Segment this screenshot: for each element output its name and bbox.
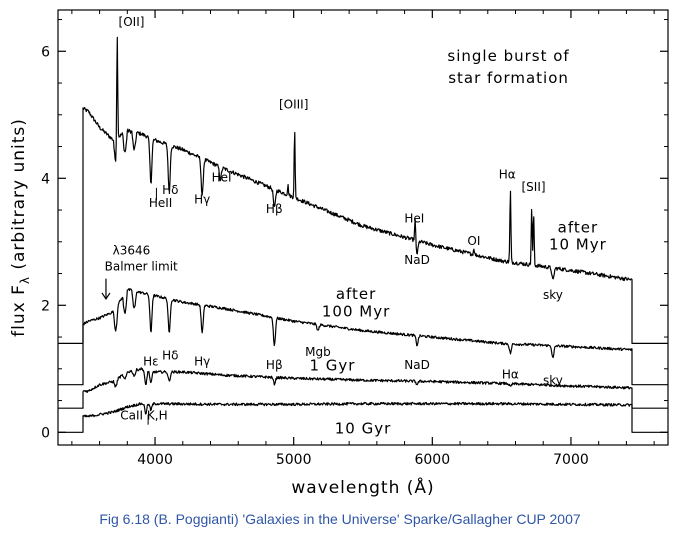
annotation-label: NaD bbox=[404, 358, 430, 372]
annotation-label: 10 Myr bbox=[549, 235, 607, 253]
annotation-label: Hβ bbox=[266, 358, 283, 372]
x-tick-label: 5000 bbox=[276, 452, 312, 468]
annotation-label: Hγ bbox=[194, 355, 210, 369]
annotation-label: Hδ bbox=[162, 183, 178, 197]
annotation-label: [OII] bbox=[119, 15, 145, 29]
x-axis-title: wavelength (Å) bbox=[291, 476, 434, 498]
annotation-label: [SII] bbox=[521, 180, 545, 194]
annotation-label: Hα bbox=[502, 367, 519, 381]
annotation-label: sky bbox=[543, 288, 563, 302]
annotation-label: [OIII] bbox=[279, 97, 308, 111]
y-tick-label: 6 bbox=[41, 44, 50, 60]
plot-border bbox=[57, 9, 669, 446]
annotation-label: after bbox=[336, 285, 377, 303]
spectra-series bbox=[58, 36, 668, 433]
y-axis-title: flux Fλ (arbitrary units) bbox=[9, 118, 32, 337]
annotation-label: 100 Myr bbox=[322, 303, 390, 321]
annotation-label: Balmer limit bbox=[105, 259, 178, 273]
annotation-label: λ3646 bbox=[113, 243, 151, 257]
y-axis-title-subscript: λ bbox=[18, 276, 32, 284]
spectrum-series-2 bbox=[58, 288, 668, 386]
y-tick-label: 2 bbox=[41, 298, 50, 314]
annotation-label: Hα bbox=[499, 167, 516, 181]
annotation-label: star formation bbox=[448, 69, 569, 87]
annotation-label: HeI bbox=[404, 212, 424, 226]
x-tick-label: 7000 bbox=[553, 452, 589, 468]
y-axis-title-suffix: (arbitrary units) bbox=[9, 118, 29, 276]
annotation-label: HeI bbox=[212, 170, 232, 184]
annotation-label: 1 Gyr bbox=[310, 357, 356, 375]
annotation-label: Hδ bbox=[162, 348, 178, 362]
annotation-label: CaII K,H bbox=[120, 409, 167, 423]
x-tick-label: 4000 bbox=[137, 452, 173, 468]
plot-frame bbox=[57, 9, 669, 446]
annotation-label: OI bbox=[467, 234, 480, 248]
balmer-arrow-head bbox=[101, 292, 111, 301]
annotation-label: Hγ bbox=[194, 193, 210, 207]
annotation-label: NaD bbox=[404, 253, 430, 267]
x-tick-label: 6000 bbox=[414, 452, 450, 468]
balmer-limit-arrow bbox=[101, 278, 111, 301]
annotation-label: 10 Gyr bbox=[335, 420, 392, 438]
annotation-label: HeII bbox=[149, 196, 172, 210]
annotation-label: after bbox=[558, 218, 599, 236]
spectrum-series-1 bbox=[58, 36, 668, 344]
annotation-label: sky bbox=[543, 374, 563, 388]
figure-caption: Fig 6.18 (B. Poggianti) 'Galaxies in the… bbox=[99, 511, 581, 527]
y-axis-title-main: flux F bbox=[9, 284, 29, 337]
spectrum-series-4 bbox=[58, 401, 668, 433]
spectrum-series-3 bbox=[58, 367, 668, 409]
annotation-label: Hβ bbox=[266, 202, 283, 216]
y-tick-label: 4 bbox=[41, 171, 50, 187]
annotation-label: Hε bbox=[143, 355, 159, 369]
axes: 4000 5000 6000 7000 0 2 4 6 bbox=[41, 10, 668, 468]
annotation-label: single burst of bbox=[447, 47, 569, 65]
y-tick-label: 0 bbox=[41, 425, 50, 441]
annotation-label: Mgb bbox=[305, 345, 331, 359]
